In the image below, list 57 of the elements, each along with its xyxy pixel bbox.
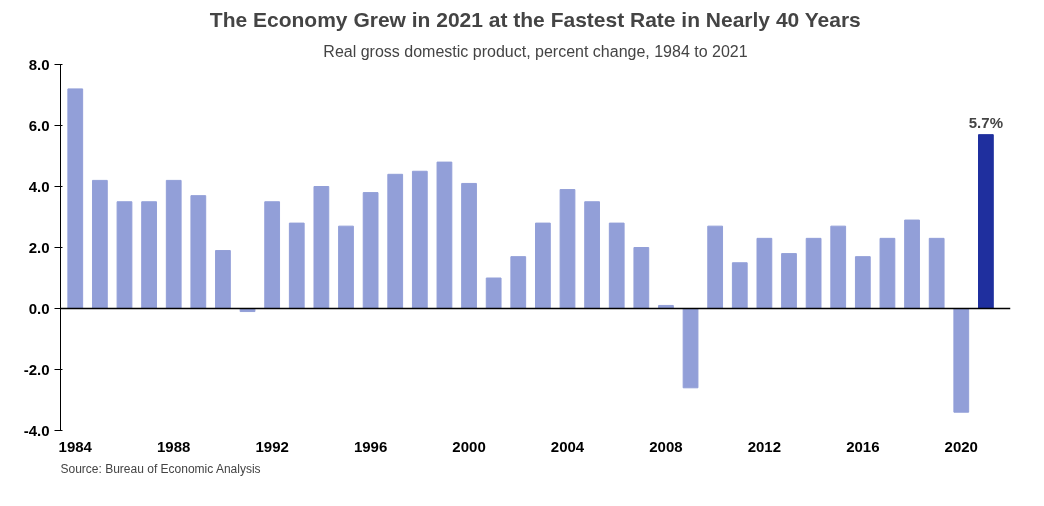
bar	[411, 170, 428, 309]
x-tick-label: 2000	[452, 437, 486, 455]
y-tick-label: 4.0	[28, 177, 50, 195]
y-tick-label: 6.0	[28, 116, 50, 134]
data-label: 5.7%	[968, 113, 1003, 131]
bar	[805, 237, 822, 309]
bar	[978, 134, 994, 309]
bar	[215, 250, 231, 309]
bar	[707, 225, 724, 309]
x-tick-label: 2012	[747, 437, 782, 455]
bar	[67, 88, 84, 309]
x-tick-label: 1996	[353, 437, 388, 455]
bar	[731, 262, 748, 309]
x-tick-label: 1988	[157, 437, 191, 455]
bar	[682, 308, 699, 389]
bar	[141, 201, 157, 309]
chart-title: The Economy Grew in 2021 at the Fastest Rate in Nearly 40 Years	[209, 7, 861, 31]
x-tick-label: 2004	[550, 437, 585, 455]
bar	[288, 222, 305, 309]
bar	[608, 222, 625, 309]
y-tick-label: 0.0	[28, 299, 50, 317]
y-tick-label: 2.0	[28, 238, 50, 256]
x-tick-label: 1992	[255, 437, 289, 455]
bar	[436, 161, 453, 309]
chart-subtitle: Real gross domestic product, percent change, 1984 to 2021	[323, 42, 748, 60]
x-tick-label: 2020	[944, 437, 978, 455]
bar	[953, 308, 970, 413]
bar	[904, 219, 920, 309]
y-tick-label: -2.0	[23, 360, 50, 378]
y-tick-label: 8.0	[28, 55, 50, 73]
x-tick-label: 2008	[649, 437, 683, 455]
bar	[559, 189, 576, 309]
bar	[165, 179, 182, 309]
bar	[756, 237, 773, 309]
bar	[91, 179, 108, 309]
y-tick-label: -4.0	[23, 421, 50, 439]
bar	[510, 256, 527, 309]
bar	[264, 201, 281, 309]
bar	[928, 237, 945, 309]
bar	[362, 192, 379, 309]
bar	[387, 173, 404, 309]
bar	[633, 247, 650, 309]
source-note: Source: Bureau of Economic Analysis	[60, 461, 261, 476]
bar	[830, 225, 847, 309]
bar	[879, 237, 896, 309]
bar	[535, 222, 551, 309]
x-tick-label: 2016	[846, 437, 880, 455]
bar	[338, 225, 354, 309]
bar	[485, 277, 502, 309]
bar	[854, 256, 871, 309]
bar	[313, 186, 330, 309]
bar	[190, 195, 207, 309]
bar	[781, 253, 797, 309]
bar	[116, 201, 133, 309]
bar	[461, 182, 477, 309]
bar	[584, 201, 600, 309]
x-tick-label: 1984	[58, 437, 93, 455]
